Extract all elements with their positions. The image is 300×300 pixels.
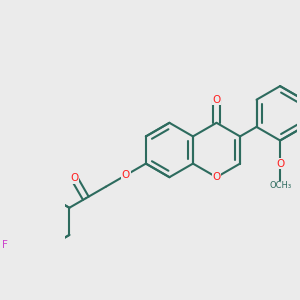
Text: OCH₃: OCH₃ bbox=[269, 182, 291, 190]
Text: F: F bbox=[2, 240, 8, 250]
Text: O: O bbox=[276, 159, 284, 169]
Text: O: O bbox=[212, 172, 220, 182]
Text: O: O bbox=[70, 173, 78, 183]
Text: O: O bbox=[122, 170, 130, 180]
Text: O: O bbox=[212, 95, 220, 105]
